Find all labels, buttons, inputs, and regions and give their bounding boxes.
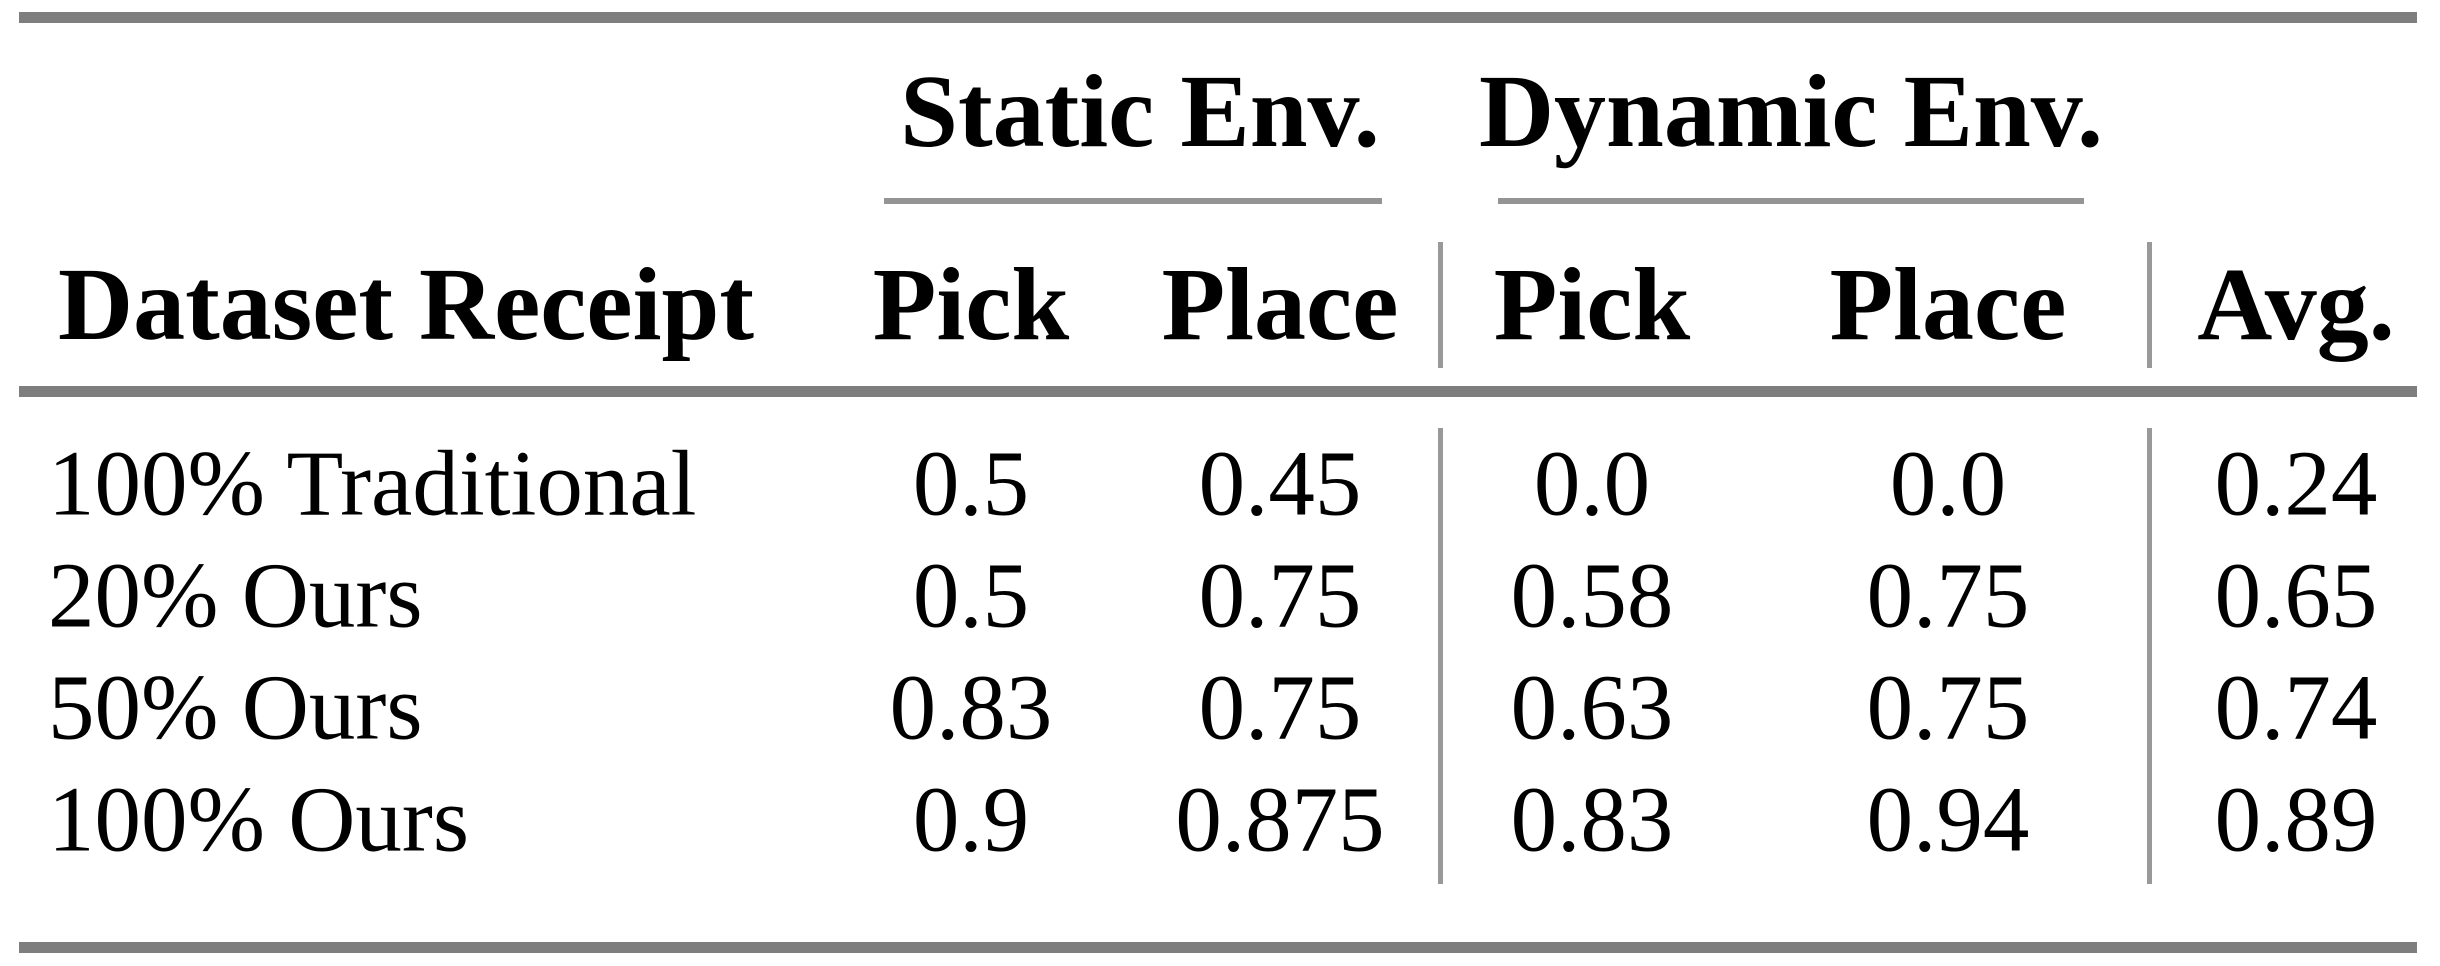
top-rule — [19, 12, 2417, 23]
column-separator-header-1 — [1438, 242, 1443, 368]
cell-avg: 0.24 — [2214, 432, 2378, 536]
cell-dynamic-pick: 0.58 — [1510, 544, 1674, 648]
cell-static-pick: 0.5 — [912, 432, 1030, 536]
cell-dynamic-place: 0.94 — [1866, 768, 2030, 872]
cell-static-place: 0.75 — [1198, 656, 1362, 760]
cell-static-pick: 0.83 — [889, 656, 1053, 760]
cell-avg: 0.65 — [2214, 544, 2378, 648]
row-label: 100% Traditional — [48, 432, 697, 536]
header-separator-rule — [19, 386, 2417, 397]
column-header-static-pick: Pick — [872, 247, 1070, 362]
bottom-rule — [19, 942, 2417, 953]
cell-static-place: 0.875 — [1175, 768, 1385, 872]
cell-dynamic-place: 0.0 — [1889, 432, 2007, 536]
group-header-dynamic-env: Dynamic Env. — [1478, 54, 2104, 169]
row-label: 50% Ours — [48, 656, 423, 760]
group-header-static-env: Static Env. — [900, 54, 1380, 169]
row-label: 20% Ours — [48, 544, 423, 648]
cell-dynamic-pick: 0.63 — [1510, 656, 1674, 760]
cell-dynamic-pick: 0.0 — [1533, 432, 1651, 536]
static-env-underline — [884, 198, 1382, 204]
cell-static-pick: 0.5 — [912, 544, 1030, 648]
cell-static-pick: 0.9 — [912, 768, 1030, 872]
dynamic-env-underline — [1498, 198, 2084, 204]
column-header-dynamic-place: Place — [1829, 247, 2067, 362]
column-separator-header-2 — [2147, 242, 2152, 368]
cell-dynamic-place: 0.75 — [1866, 656, 2030, 760]
row-label: 100% Ours — [48, 768, 470, 872]
column-header-dynamic-pick: Pick — [1493, 247, 1691, 362]
cell-avg: 0.89 — [2214, 768, 2378, 872]
cell-dynamic-pick: 0.83 — [1510, 768, 1674, 872]
column-header-static-place: Place — [1161, 247, 1399, 362]
cell-avg: 0.74 — [2214, 656, 2378, 760]
column-separator-body-1 — [1438, 428, 1443, 884]
cell-static-place: 0.75 — [1198, 544, 1362, 648]
column-header-dataset-receipt: Dataset Receipt — [58, 247, 754, 362]
cell-dynamic-place: 0.75 — [1866, 544, 2030, 648]
cell-static-place: 0.45 — [1198, 432, 1362, 536]
column-separator-body-2 — [2147, 428, 2152, 884]
column-header-avg: Avg. — [2197, 247, 2395, 362]
